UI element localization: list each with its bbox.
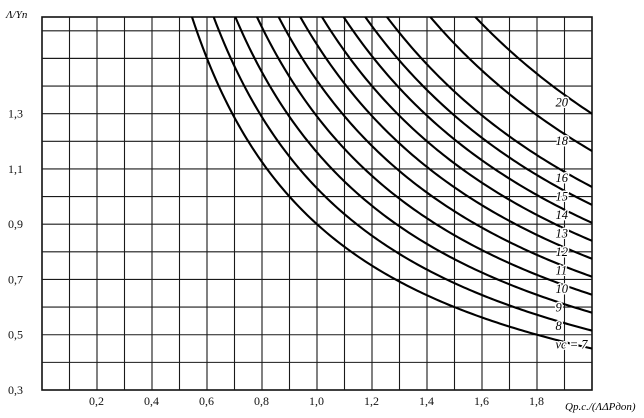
x-tick-label: 0,8: [254, 394, 269, 408]
series-label: vc = 7: [556, 338, 589, 352]
series-label: 15: [556, 190, 569, 204]
curves: [190, 17, 592, 350]
series-line: [255, 17, 592, 296]
series-line: [385, 17, 592, 189]
series-label: 11: [556, 264, 568, 278]
y-tick-label: 0,9: [8, 217, 23, 231]
series-label: 10: [556, 282, 569, 296]
y-tick-label: 1,3: [8, 107, 23, 121]
grid: [41, 16, 593, 391]
series-label: 14: [556, 208, 569, 222]
x-tick-label: 1,8: [529, 394, 544, 408]
x-tick-label: 0,4: [144, 394, 159, 408]
series-line: [299, 17, 592, 260]
series-label: 13: [556, 227, 569, 241]
series-line: [234, 17, 592, 314]
x-tick-label: 1,2: [364, 394, 379, 408]
series-line: [212, 17, 592, 332]
series-line: [320, 17, 592, 242]
series-label: 8: [556, 319, 563, 333]
series-line: [473, 17, 592, 115]
x-tick-label: 1,4: [419, 394, 434, 408]
series-label: 9: [556, 301, 563, 315]
series-line: [277, 17, 592, 278]
series-label: 16: [556, 171, 569, 185]
x-tick-label: 0,6: [199, 394, 214, 408]
x-tick-label: 1,6: [474, 394, 489, 408]
y-tick-label: 0,5: [8, 328, 23, 342]
series-line: [428, 17, 592, 153]
y-tick-label: 0,7: [8, 272, 23, 286]
y-tick-label: 0,3: [8, 383, 23, 397]
series-label: 20: [556, 96, 569, 110]
series-label: 18: [556, 134, 569, 148]
x-tick-label: 0,2: [89, 394, 104, 408]
series-line: [364, 17, 592, 207]
x-tick-label: 1,0: [309, 394, 324, 408]
series-label: 12: [556, 245, 569, 259]
y-tick-label: 1,1: [8, 162, 23, 176]
series-line: [190, 17, 592, 350]
series-line: [342, 17, 592, 224]
x-axis-label: Qр.с./(ΛΔPдоп): [565, 401, 636, 413]
labels: 0,2 0,4 0,6 0,8 1,0 1,2 1,4 1,6 1,8 0,3 0,5 0,7 0,9 1…: [8, 94, 590, 408]
y-axis-label: Λ/Yп: [5, 9, 28, 21]
